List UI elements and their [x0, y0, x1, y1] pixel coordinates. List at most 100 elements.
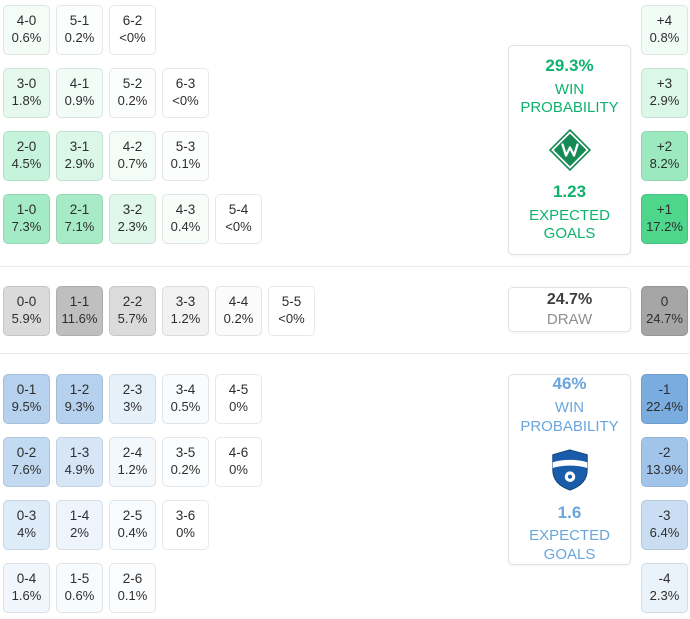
score-cell-2-4: 2-4 1.2%	[109, 437, 156, 487]
away-expected-goals-label: EXPECTED GOALS	[529, 527, 610, 563]
score-label: 4-5	[228, 382, 249, 398]
score-row: 1-0 7.3% 2-1 7.1% 3-2 2.3% 4-3 0.4% 5-4 <0%	[3, 194, 262, 244]
score-cell-3-3: 3-3 1.2%	[162, 286, 209, 336]
score-cell-1-5: 1-5 0.6%	[56, 563, 103, 613]
probability-label: 1.8%	[11, 93, 42, 109]
probability-label: 7.6%	[11, 462, 42, 478]
score-label: 5-4	[228, 202, 249, 218]
home-expected-goals-label: EXPECTED GOALS	[529, 206, 610, 243]
probability-label: 0.8%	[649, 30, 680, 46]
home-team-logo-graphic	[548, 129, 591, 171]
score-label: 2-2	[122, 294, 143, 310]
score-label: 1-0	[16, 202, 37, 218]
score-cell-4-3: 4-3 0.4%	[162, 194, 209, 244]
score-label: 3-5	[175, 445, 196, 461]
score-cell-4-6: 4-6 0%	[215, 437, 262, 487]
score-cell-2-6: 2-6 0.1%	[109, 563, 156, 613]
score-cell-4-1: 4-1 0.9%	[56, 68, 103, 118]
goal-diff-cell--2: -2 13.9%	[641, 437, 688, 487]
score-row: 2-0 4.5% 3-1 2.9% 4-2 0.7% 5-3 0.1%	[3, 131, 262, 181]
home-team-logo	[548, 129, 591, 171]
probability-label: 4.5%	[11, 156, 42, 172]
score-cell-4-2: 4-2 0.7%	[109, 131, 156, 181]
score-cell-2-1: 2-1 7.1%	[56, 194, 103, 244]
goal-diff-label: -4	[658, 571, 671, 587]
probability-label: 0.4%	[117, 525, 148, 541]
score-label: 4-6	[228, 445, 249, 461]
probability-label: 2.9%	[64, 156, 95, 172]
probability-label: 0.2%	[170, 462, 201, 478]
probability-label: 3%	[123, 399, 142, 415]
score-cell-2-0: 2-0 4.5%	[3, 131, 50, 181]
score-cell-0-3: 0-3 4%	[3, 500, 50, 550]
score-label: 5-5	[281, 294, 302, 310]
score-cell-0-4: 0-4 1.6%	[3, 563, 50, 613]
score-row: 4-0 0.6% 5-1 0.2% 6-2 <0%	[3, 5, 262, 55]
goal-diff-label: +1	[656, 202, 673, 218]
probability-label: 0.6%	[11, 30, 42, 46]
away-win-probability-value: 46%	[552, 374, 587, 394]
probability-label: 8.2%	[649, 156, 680, 172]
probability-label: 9.5%	[11, 399, 42, 415]
probability-label: 5.7%	[117, 311, 148, 327]
score-label: 0-2	[16, 445, 37, 461]
goal-diff-label: -1	[658, 382, 671, 398]
probability-label: <0%	[172, 93, 199, 109]
probability-label: 0.1%	[117, 588, 148, 604]
score-label: 1-4	[69, 508, 90, 524]
score-cell-3-5: 3-5 0.2%	[162, 437, 209, 487]
home-goal-diff-column: +4 0.8% +3 2.9% +2 8.2% +1 17.2%	[641, 5, 688, 244]
score-label: 4-2	[122, 139, 143, 155]
away-win-probability-label: WIN PROBABILITY	[520, 399, 619, 435]
score-label: 4-0	[16, 13, 37, 29]
score-label: 5-2	[122, 76, 143, 92]
score-label: 6-2	[122, 13, 143, 29]
probability-label: 0.2%	[117, 93, 148, 109]
score-label: 2-0	[16, 139, 37, 155]
probability-label: 11.6%	[61, 311, 98, 327]
goal-diff-cell--4: -4 2.3%	[641, 563, 688, 613]
score-label: 4-3	[175, 202, 196, 218]
goal-diff-label: +4	[656, 13, 673, 29]
goal-diff-label: +3	[656, 76, 673, 92]
score-cell-2-3: 2-3 3%	[109, 374, 156, 424]
score-label: 6-3	[175, 76, 196, 92]
goal-diff-cell-+4: +4 0.8%	[641, 5, 688, 55]
score-cell-0-1: 0-1 9.5%	[3, 374, 50, 424]
score-cell-3-1: 3-1 2.9%	[56, 131, 103, 181]
score-cell-1-0: 1-0 7.3%	[3, 194, 50, 244]
probability-label: 7.3%	[11, 219, 42, 235]
probability-label: 0.2%	[64, 30, 95, 46]
goal-diff-label: -3	[658, 508, 671, 524]
score-label: 4-4	[228, 294, 249, 310]
score-label: 1-2	[69, 382, 90, 398]
score-label: 2-5	[122, 508, 143, 524]
home-score-grid: 4-0 0.6% 5-1 0.2% 6-2 <0% 3-0 1.8% 4-1 0.9% 5-2 0.2…	[3, 5, 262, 244]
probability-label: 0.5%	[170, 399, 201, 415]
score-label: 3-0	[16, 76, 37, 92]
score-cell-1-3: 1-3 4.9%	[56, 437, 103, 487]
score-label: 2-1	[69, 202, 90, 218]
score-cell-4-0: 4-0 0.6%	[3, 5, 50, 55]
score-label: 1-3	[69, 445, 90, 461]
score-cell-0-0: 0-0 5.9%	[3, 286, 50, 336]
score-cell-4-4: 4-4 0.2%	[215, 286, 262, 336]
home-win-probability-value: 29.3%	[545, 55, 594, 75]
away-score-grid: 0-1 9.5% 1-2 9.3% 2-3 3% 3-4 0.5% 4-5 0% 0-2 7.6% 1-…	[3, 374, 262, 613]
score-cell-2-5: 2-5 0.4%	[109, 500, 156, 550]
score-label: 5-1	[69, 13, 90, 29]
probability-label: 0.7%	[117, 156, 148, 172]
probability-label: 22.4%	[646, 399, 683, 415]
score-label: 3-2	[122, 202, 143, 218]
probability-label: 5.9%	[11, 311, 42, 327]
goal-diff-cell--1: -1 22.4%	[641, 374, 688, 424]
score-cell-3-4: 3-4 0.5%	[162, 374, 209, 424]
score-label: 0-4	[16, 571, 37, 587]
probability-label: 4%	[17, 525, 36, 541]
away-expected-goals-value: 1.6	[557, 502, 582, 522]
probability-label: 0%	[176, 525, 195, 541]
draw-summary-card: 24.7% DRAW	[508, 287, 631, 332]
score-label: 1-1	[69, 294, 90, 310]
probability-label: 2.3%	[117, 219, 148, 235]
